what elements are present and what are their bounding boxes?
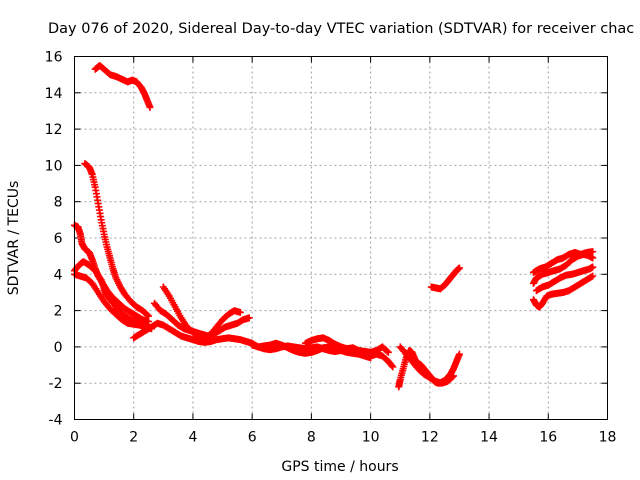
- x-tick-label: 8: [307, 430, 316, 446]
- y-tick-label: 16: [45, 50, 63, 66]
- y-tick-label: -4: [49, 413, 63, 429]
- grid-layer: [74, 56, 608, 420]
- data-point: [389, 363, 397, 371]
- data-point: [245, 314, 253, 322]
- series-arc-13: [427, 264, 463, 293]
- y-axis-label: SDTVAR / TECUs: [6, 181, 22, 296]
- x-axis-ticks: 0 2 4 6 8 10 12 14 16 18: [70, 56, 617, 446]
- y-tick-label: 0: [54, 340, 63, 356]
- data-point: [146, 103, 154, 111]
- data-point: [589, 263, 597, 271]
- series-arc-10: [301, 334, 392, 356]
- data-point: [455, 264, 463, 272]
- chart-title: Day 076 of 2020, Sidereal Day-to-day VTE…: [48, 21, 634, 37]
- series-arc-1: [91, 62, 154, 111]
- plot-frame: [74, 56, 608, 420]
- y-axis-ticks: -4 -2 0 2 4 6 8 10 12 14 16: [45, 50, 608, 429]
- x-tick-label: 16: [539, 430, 557, 446]
- y-tick-label: 6: [54, 231, 63, 247]
- x-tick-label: 14: [480, 430, 498, 446]
- series-arc-8: [159, 283, 244, 342]
- data-point: [448, 373, 456, 381]
- x-tick-label: 6: [248, 430, 257, 446]
- series-arc-16: [529, 248, 597, 276]
- x-tick-label: 2: [129, 430, 138, 446]
- y-tick-label: 2: [54, 304, 63, 320]
- data-point: [383, 347, 391, 355]
- y-tick-label: 12: [45, 122, 63, 138]
- y-tick-label: -2: [49, 376, 63, 392]
- data-point: [388, 362, 396, 370]
- x-tick-label: 0: [70, 430, 79, 446]
- data-point: [589, 248, 597, 256]
- x-tick-label: 10: [362, 430, 380, 446]
- y-tick-label: 8: [54, 195, 63, 211]
- series-arc-5: [71, 270, 155, 333]
- x-axis-label: GPS time / hours: [281, 459, 398, 475]
- series-arc-2: [81, 160, 153, 320]
- data-point: [455, 350, 463, 358]
- data-point: [143, 311, 151, 319]
- y-tick-label: 14: [45, 86, 63, 102]
- series-arc-12: [396, 343, 458, 387]
- data-point: [450, 372, 458, 380]
- x-tick-label: 12: [421, 430, 439, 446]
- data-point: [589, 254, 597, 262]
- x-tick-label: 18: [599, 430, 617, 446]
- data-points: [71, 62, 597, 391]
- data-point: [384, 348, 392, 356]
- series-arc-17: [532, 263, 597, 295]
- x-tick-label: 4: [188, 430, 197, 446]
- series-arc-14: [529, 272, 597, 311]
- data-point: [589, 272, 597, 280]
- data-point: [236, 308, 244, 316]
- y-tick-label: 4: [54, 267, 63, 283]
- y-tick-label: 10: [45, 158, 63, 174]
